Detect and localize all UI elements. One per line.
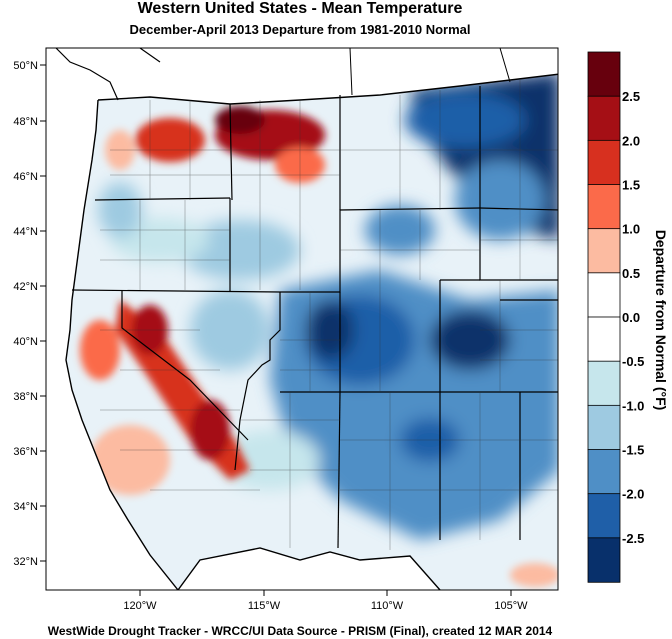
lat-label-50: 50°N [13, 60, 38, 72]
colorbar-swatch [587, 493, 621, 539]
colorbar-swatch [587, 360, 621, 407]
lat-label-32: 32°N [13, 556, 38, 568]
lat-label-36: 36°N [13, 446, 38, 458]
colorbar-swatch [587, 449, 621, 495]
lat-label-46: 46°N [13, 171, 38, 183]
colorbar-swatch [587, 139, 621, 186]
colorbar-swatch [587, 228, 621, 274]
colorbar-swatch [587, 95, 621, 142]
colorbar: 2.5 2.0 1.5 1.0 0.5 0.0 -0.5 -1.0 -1.5 -2.0 -2.5 [587, 51, 644, 583]
lat-label-34: 34°N [13, 501, 38, 513]
colorbar-tick-label: -1.0 [622, 398, 644, 413]
lon-label-120: 120°W [123, 600, 157, 612]
colorbar-tick-label: -0.5 [622, 354, 644, 369]
lon-label-115: 115°W [248, 600, 281, 612]
lat-label-44: 44°N [13, 226, 38, 238]
latitude-axis: 50°N 48°N 46°N 44°N 42°N 40°N 38°N 36°N … [13, 60, 46, 568]
colorbar-tick-label: 2.5 [622, 89, 640, 104]
anomaly-field [60, 72, 558, 590]
colorbar-tick-label: 2.0 [622, 133, 640, 148]
map-frame [45, 47, 559, 591]
county-lines [100, 80, 558, 550]
map-title: Western United States - Mean Temperature [137, 0, 463, 17]
map-panel [46, 48, 558, 590]
colorbar-swatch [587, 272, 621, 318]
lon-label-110: 110°W [371, 600, 404, 612]
colorbar-swatch [587, 537, 621, 583]
colorbar-tick-label: -2.0 [622, 487, 644, 502]
colorbar-tick-label: -1.5 [622, 443, 644, 458]
colorbar-tick-label: 1.5 [622, 178, 640, 193]
colorbar-tick-label: -2.5 [622, 531, 644, 546]
colorbar-tick-label: 1.0 [622, 222, 640, 237]
colorbar-title: Departure from Normal (°F) [653, 230, 669, 411]
longitude-axis: 120°W 115°W 110°W 105°W [123, 590, 528, 612]
lon-label-105: 105°W [494, 600, 528, 612]
colorbar-swatch [587, 184, 621, 230]
colorbar-swatch [587, 404, 621, 451]
lat-label-40: 40°N [13, 336, 38, 348]
colorbar-tick-label: 0.5 [622, 266, 640, 281]
colorbar-swatch [587, 51, 621, 97]
lat-label-38: 38°N [13, 391, 38, 403]
map-subtitle: December-April 2013 Departure from 1981-… [129, 22, 471, 37]
lat-label-42: 42°N [13, 281, 38, 293]
lat-label-48: 48°N [13, 116, 38, 128]
colorbar-tick-label: 0.0 [622, 310, 640, 325]
colorbar-swatch [587, 316, 621, 362]
footer-credit: WestWide Drought Tracker - WRCC/UI Data … [47, 624, 553, 638]
